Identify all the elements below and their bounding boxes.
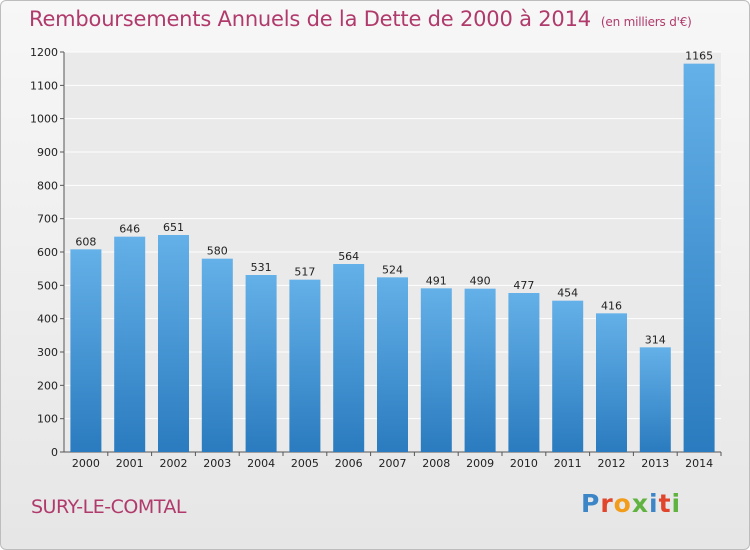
bar-value-label: 580 xyxy=(207,245,228,258)
logo-letter: o xyxy=(613,489,632,518)
logo-letter: t xyxy=(658,489,672,518)
bar-value-label: 491 xyxy=(426,274,447,287)
bar xyxy=(70,249,102,452)
commune-name: SURY-LE-COMTAL xyxy=(31,496,186,518)
bar-value-label: 314 xyxy=(645,333,666,346)
bar xyxy=(596,313,627,452)
logo-letter: i xyxy=(671,489,682,518)
y-tick-label: 200 xyxy=(37,379,58,392)
bar-value-label: 608 xyxy=(75,235,96,248)
bar-value-label: 454 xyxy=(557,287,578,300)
bar xyxy=(245,275,277,452)
chart-unit: (en milliers d'€) xyxy=(600,15,692,29)
bar-value-label: 651 xyxy=(163,221,184,234)
x-tick-label: 2014 xyxy=(685,457,713,470)
bar-value-label: 564 xyxy=(338,250,359,263)
x-tick-label: 2004 xyxy=(247,457,275,470)
bar xyxy=(639,347,671,452)
x-tick-label: 2009 xyxy=(466,457,494,470)
bar xyxy=(201,258,233,452)
bar xyxy=(114,236,146,452)
bar xyxy=(158,235,189,452)
logo-letter: P xyxy=(581,489,601,518)
x-tick-label: 2005 xyxy=(291,457,319,470)
y-tick-label: 300 xyxy=(37,346,58,359)
y-tick-label: 1100 xyxy=(30,79,58,92)
bar xyxy=(333,264,365,452)
x-tick-label: 2001 xyxy=(116,457,144,470)
y-tick-label: 500 xyxy=(37,279,58,292)
chart-title-text: Remboursements Annuels de la Dette de 20… xyxy=(29,7,591,31)
bar xyxy=(464,288,496,452)
y-tick-label: 100 xyxy=(37,413,58,426)
y-tick-label: 700 xyxy=(37,213,58,226)
x-tick-label: 2006 xyxy=(335,457,363,470)
x-tick-label: 2012 xyxy=(598,457,626,470)
y-tick-label: 600 xyxy=(37,246,58,259)
x-tick-label: 2000 xyxy=(72,457,100,470)
x-tick-label: 2002 xyxy=(160,457,188,470)
bar-value-label: 517 xyxy=(294,266,315,279)
y-tick-label: 1000 xyxy=(30,113,58,126)
y-tick-label: 900 xyxy=(37,146,58,159)
chart-title: Remboursements Annuels de la Dette de 20… xyxy=(29,7,692,31)
bar xyxy=(552,300,584,452)
logo-letter: x xyxy=(631,489,649,518)
x-tick-label: 2008 xyxy=(422,457,450,470)
y-tick-label: 1200 xyxy=(30,46,58,59)
logo-letter: r xyxy=(600,489,614,518)
bar xyxy=(289,279,321,452)
proxiti-logo: Proxiti xyxy=(581,489,681,518)
bar-value-label: 531 xyxy=(251,261,272,274)
y-tick-label: 400 xyxy=(37,313,58,326)
y-tick-label: 0 xyxy=(51,446,58,459)
x-tick-label: 2013 xyxy=(641,457,669,470)
bar xyxy=(377,277,408,452)
bar-value-label: 490 xyxy=(470,275,491,288)
x-tick-label: 2003 xyxy=(203,457,231,470)
bar-value-label: 416 xyxy=(601,299,622,312)
bar xyxy=(508,293,540,452)
bar xyxy=(683,63,715,453)
x-tick-label: 2010 xyxy=(510,457,538,470)
bar-value-label: 477 xyxy=(513,279,534,292)
y-tick-label: 800 xyxy=(37,179,58,192)
x-tick-label: 2011 xyxy=(554,457,582,470)
bar-value-label: 1165 xyxy=(685,50,713,63)
x-tick-label: 2007 xyxy=(379,457,407,470)
bar-value-label: 646 xyxy=(119,223,140,236)
logo-letter: i xyxy=(649,489,659,518)
bar-value-label: 524 xyxy=(382,263,403,276)
bar xyxy=(420,288,452,452)
